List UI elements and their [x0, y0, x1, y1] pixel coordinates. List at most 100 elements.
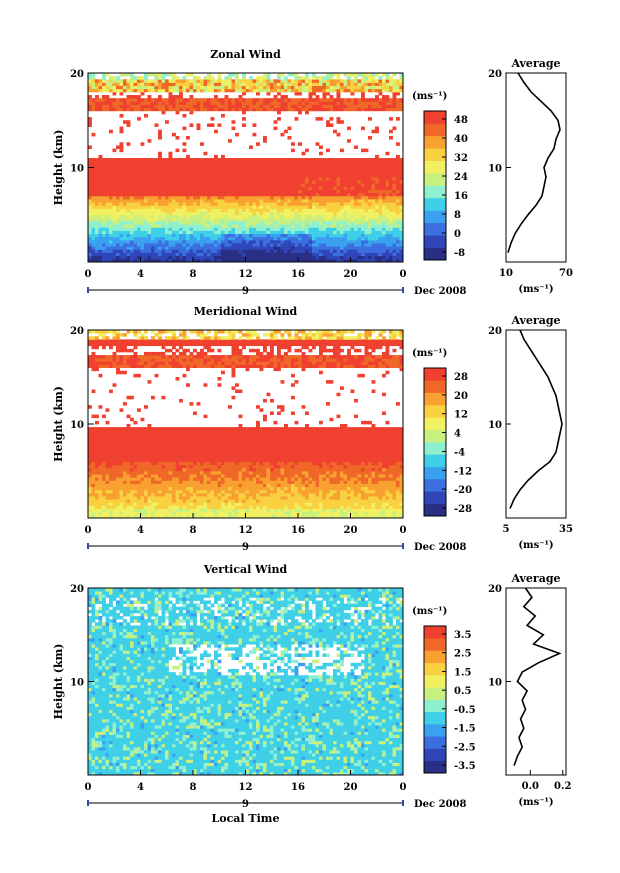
y-tick-label: 10: [70, 420, 84, 431]
colorbar-frame: [423, 367, 447, 517]
average-y-tick-label: 20: [488, 69, 502, 80]
colorbar-segment: [424, 675, 446, 688]
colorbar-segment: [424, 405, 446, 418]
colorbar-segment: [424, 748, 446, 762]
colorbar-segment: [424, 197, 446, 211]
colorbar-segment: [424, 160, 446, 174]
date-label: Dec 2008: [414, 799, 466, 810]
average-unit: (ms⁻¹): [518, 540, 553, 551]
colorbar-segment: [424, 711, 446, 725]
x-tick-label: 0: [400, 525, 407, 536]
colorbar-tick-label: -4: [454, 447, 465, 458]
x-tick-label: 16: [291, 525, 305, 536]
colorbar-segment: [424, 454, 446, 467]
heatmap-cells: [88, 73, 404, 263]
y-axis-label: Height (km): [52, 644, 65, 720]
colorbar-segment: [424, 479, 446, 492]
average-profile: Average 10 20 0.0 0.2(ms⁻¹): [488, 572, 571, 808]
colorbar-segment: [424, 638, 446, 651]
average-y-tick-label: 10: [488, 678, 502, 689]
x-tick-label: 12: [239, 269, 253, 280]
colorbar-segment: [424, 123, 446, 137]
panel-title: Zonal Wind: [210, 48, 281, 61]
x-tick-label: 16: [291, 269, 305, 280]
colorbar-segment: [424, 380, 446, 393]
average-title: Average: [510, 57, 560, 70]
colorbar-segment: [424, 491, 446, 504]
date-marker: 9: [242, 542, 249, 553]
colorbar-tick-label: -3.5: [454, 761, 476, 772]
colorbar-tick-label: 16: [454, 191, 468, 202]
colorbar-tick-label: 20: [454, 391, 468, 402]
colorbar-segment: [424, 466, 446, 480]
colorbar-tick-label: -1.5: [454, 724, 476, 735]
y-tick-label: 20: [70, 326, 84, 337]
colorbar-segment: [424, 626, 446, 639]
x-tick-label: 4: [137, 269, 144, 280]
colorbar-segment: [424, 662, 446, 676]
colorbar-segment: [424, 650, 446, 664]
average-line: [507, 72, 561, 253]
date-label: Dec 2008: [414, 542, 466, 553]
colorbar-segment: [424, 442, 446, 455]
colorbar-segment: [424, 111, 446, 124]
average-y-tick-label: 20: [488, 584, 502, 595]
colorbar-tick-label: -20: [454, 485, 472, 496]
colorbar-tick-label: 48: [454, 115, 468, 126]
colorbar-segment: [424, 417, 446, 430]
x-tick-label: 20: [344, 525, 358, 536]
date-marker: 9: [242, 799, 249, 810]
average-y-tick-label: 20: [488, 326, 502, 337]
colorbar-segment: [424, 368, 446, 381]
x-tick-label: 8: [190, 782, 197, 793]
colorbar-tick-label: 8: [454, 210, 461, 221]
heatmap-cells: [88, 588, 404, 776]
panel-title: Vertical Wind: [203, 563, 288, 576]
average-title: Average: [510, 314, 560, 327]
heatmap-cells: [88, 330, 404, 519]
colorbar-tick-label: 4: [454, 429, 461, 440]
colorbar: (ms⁻¹) 48 40 32 24 16 8 0 -8: [412, 91, 468, 261]
x-tick-label: 0: [400, 269, 407, 280]
average-title: Average: [510, 572, 560, 585]
y-tick-label: 10: [70, 678, 84, 689]
average-x-tick-label: 70: [559, 268, 573, 279]
colorbar-segment: [424, 760, 446, 774]
average-x-tick-label: 35: [559, 524, 573, 535]
colorbar-tick-label: 1.5: [454, 667, 471, 678]
colorbar-tick-label: 2.5: [454, 649, 471, 660]
colorbar: (ms⁻¹) 3.5 2.5 1.5 0.5 -0.5 -1.5 -2.5 -3.5: [412, 606, 476, 774]
colorbar-segment: [424, 247, 446, 261]
colorbar-segment: [424, 687, 446, 700]
date-label: Dec 2008: [414, 286, 466, 297]
y-tick-label: 10: [70, 164, 84, 175]
average-profile: Average 10 20 10 70 (ms⁻¹): [488, 57, 573, 295]
average-y-tick-label: 10: [488, 164, 502, 175]
average-line: [513, 587, 562, 766]
average-x-tick-label: 0.2: [554, 781, 571, 792]
x-tick-label: 20: [344, 782, 358, 793]
colorbar-segment: [424, 392, 446, 406]
x-tick-label: 8: [190, 525, 197, 536]
x-tick-label: 8: [190, 269, 197, 280]
average-unit: (ms⁻¹): [518, 797, 553, 808]
x-axis-label: Local Time: [212, 812, 280, 825]
colorbar-segment: [424, 235, 446, 248]
x-tick-label: 12: [239, 525, 253, 536]
x-tick-label: 12: [239, 782, 253, 793]
colorbar-tick-label: -8: [454, 248, 465, 259]
y-tick-label: 20: [70, 69, 84, 80]
colorbar-tick-label: 32: [454, 153, 468, 164]
colorbar-unit: (ms⁻¹): [412, 91, 447, 102]
colorbar-segment: [424, 736, 446, 749]
panel-2: Meridional Wind 10 20 0 4 8 12 16 20 0 9 Dec 2008 He…: [52, 305, 573, 553]
colorbar: (ms⁻¹) 28 20 12 4 -4 -12 -20 -28: [412, 348, 472, 517]
colorbar-tick-label: -2.5: [454, 742, 476, 753]
average-x-tick-label: 5: [503, 524, 510, 535]
average-profile: Average 10 20 5 35 (ms⁻¹): [488, 314, 573, 551]
colorbar-frame: [423, 625, 447, 774]
date-marker: 9: [242, 286, 249, 297]
x-tick-label: 0: [400, 782, 407, 793]
colorbar-segment: [424, 135, 446, 149]
